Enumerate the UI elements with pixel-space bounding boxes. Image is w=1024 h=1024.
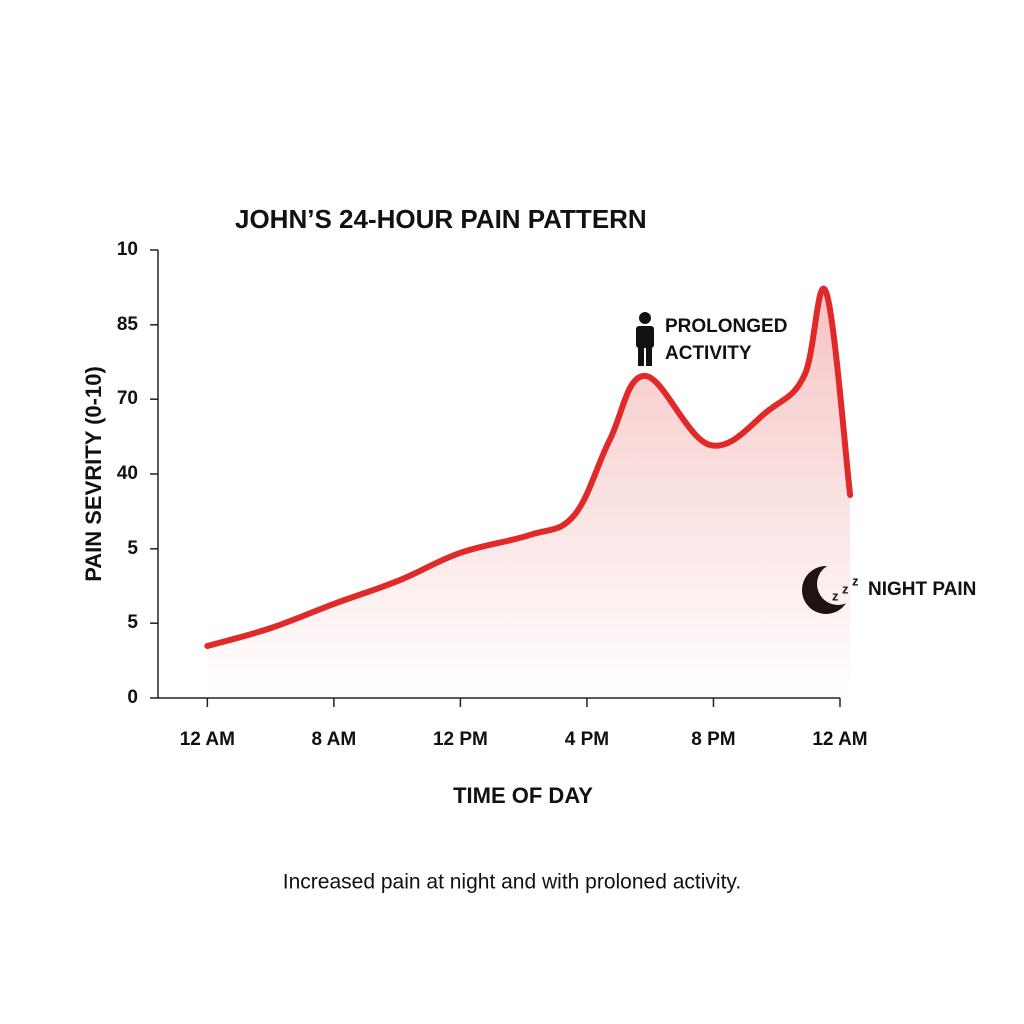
x-tick-label: 12 AM <box>812 729 867 750</box>
y-tick-label: 40 <box>117 463 138 484</box>
x-tick-label: 12 PM <box>433 729 488 750</box>
annotation: ACTIVITY <box>665 343 752 364</box>
y-tick-label: 5 <box>127 612 138 633</box>
line <box>204 285 854 650</box>
x-tick-label: 8 PM <box>691 729 735 750</box>
annotation: NIGHT PAIN <box>868 579 976 600</box>
x-tick-label: 12 AM <box>180 729 235 750</box>
chart-title: JOHN’S 24-HOUR PAIN PATTERN <box>235 204 647 234</box>
y-tick-label: 10 <box>117 239 138 260</box>
x-tick-label: 8 AM <box>312 729 357 750</box>
x-axis-label: TIME OF DAY <box>453 783 593 808</box>
y-tick-label: 70 <box>117 388 138 409</box>
annotation: PROLONGED <box>665 316 787 337</box>
person-icon <box>636 312 654 366</box>
caption: Increased pain at night and with prolone… <box>283 871 741 894</box>
y-tick-label: 5 <box>127 538 138 559</box>
y-tick-label: 85 <box>117 314 139 335</box>
y-axis-label: PAIN SEVRITY (0-10) <box>81 366 106 582</box>
x-tick-label: 4 PM <box>565 729 609 750</box>
svg-text:z: z <box>852 573 859 588</box>
y-tick-label: 0 <box>127 687 138 708</box>
area-fill <box>207 288 851 698</box>
